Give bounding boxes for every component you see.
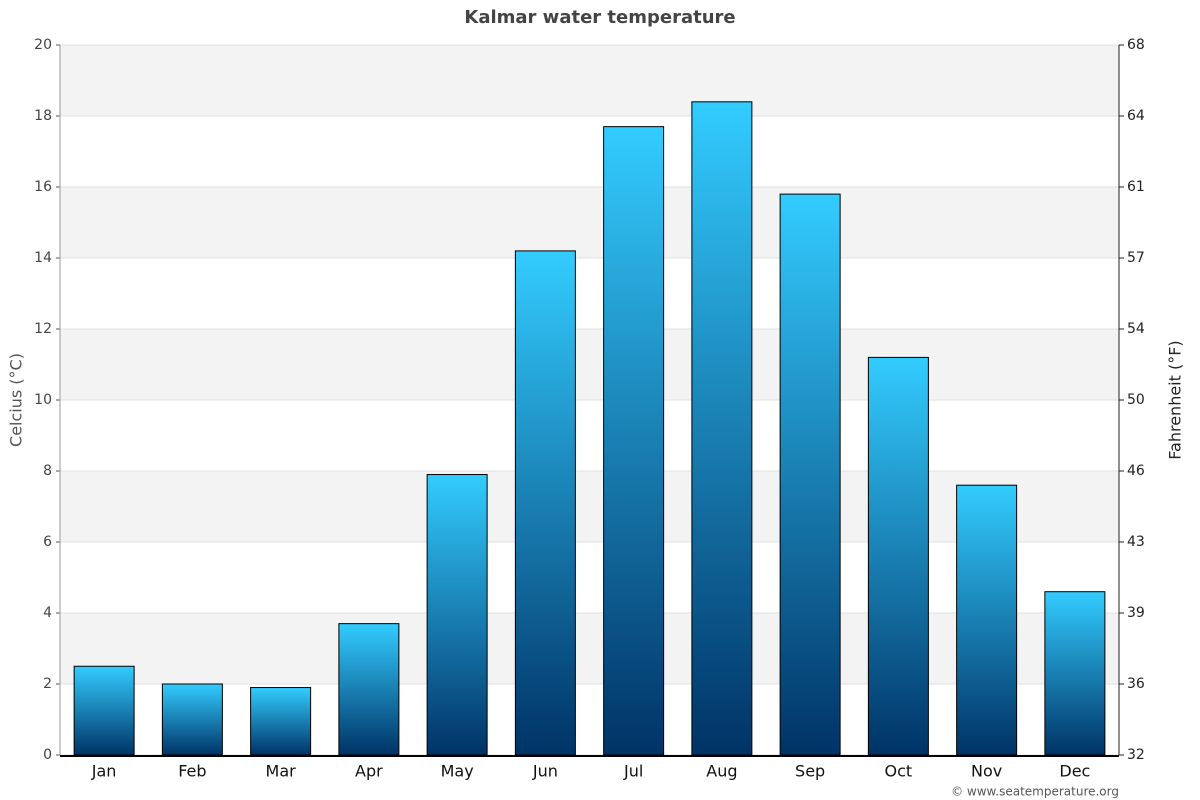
x-tick-label: Dec bbox=[1059, 762, 1090, 781]
grid-band bbox=[60, 187, 1119, 258]
y-tick-label: 14 bbox=[34, 250, 52, 266]
y-tick-label: 6 bbox=[43, 534, 52, 550]
grid-band bbox=[60, 45, 1119, 116]
x-tick-label: May bbox=[441, 762, 474, 781]
y2-tick-label: 57 bbox=[1127, 250, 1145, 266]
bar bbox=[691, 101, 753, 756]
y-axis-label: Celcius (°C) bbox=[7, 353, 26, 447]
y2-axis-label: Fahrenheit (°F) bbox=[1166, 340, 1185, 459]
bar bbox=[603, 126, 665, 756]
y2-tick-label: 43 bbox=[1127, 534, 1145, 550]
y2-tick-label: 46 bbox=[1127, 463, 1145, 479]
y-tick-label: 18 bbox=[34, 108, 52, 124]
x-tick-label: Sep bbox=[795, 762, 825, 781]
x-tick-label: Jul bbox=[623, 762, 643, 781]
x-tick-label: Mar bbox=[266, 762, 297, 781]
y2-tick-label: 64 bbox=[1127, 108, 1145, 124]
grid-band bbox=[60, 329, 1119, 400]
y-tick-label: 8 bbox=[43, 463, 52, 479]
y-tick-label: 2 bbox=[43, 676, 52, 692]
bar bbox=[867, 356, 929, 756]
y2-tick-label: 39 bbox=[1127, 605, 1145, 621]
x-tick-label: Oct bbox=[885, 762, 913, 781]
y-tick-label: 4 bbox=[43, 605, 52, 621]
bar bbox=[956, 484, 1018, 756]
y-tick-label: 16 bbox=[34, 179, 52, 195]
bar bbox=[73, 665, 135, 756]
y-tick-label: 10 bbox=[34, 392, 52, 408]
y2-tick-label: 36 bbox=[1127, 676, 1145, 692]
bar bbox=[514, 250, 576, 756]
y2-tick-label: 54 bbox=[1127, 321, 1145, 337]
x-tick-label: Nov bbox=[971, 762, 1002, 781]
bar bbox=[1044, 591, 1106, 756]
chart-title: Kalmar water temperature bbox=[464, 7, 735, 28]
bar bbox=[779, 193, 841, 756]
bar bbox=[161, 683, 223, 756]
y-tick-label: 0 bbox=[43, 747, 52, 763]
y2-tick-label: 68 bbox=[1127, 37, 1145, 53]
credit: © www.seatemperature.org bbox=[951, 785, 1119, 799]
x-tick-label: Jun bbox=[532, 762, 558, 781]
y2-tick-label: 50 bbox=[1127, 392, 1145, 408]
y2-tick-label: 32 bbox=[1127, 747, 1145, 763]
bar bbox=[426, 474, 488, 756]
grid-band bbox=[60, 613, 1119, 684]
bar bbox=[250, 687, 312, 756]
x-tick-label: Jan bbox=[91, 762, 117, 781]
bar bbox=[338, 623, 400, 756]
grid-band bbox=[60, 471, 1119, 542]
x-tick-label: Feb bbox=[178, 762, 206, 781]
x-tick-label: Apr bbox=[355, 762, 383, 781]
x-tick-label: Aug bbox=[706, 762, 737, 781]
y-tick-label: 20 bbox=[34, 37, 52, 53]
y-tick-label: 12 bbox=[34, 321, 52, 337]
y2-tick-label: 61 bbox=[1127, 179, 1145, 195]
